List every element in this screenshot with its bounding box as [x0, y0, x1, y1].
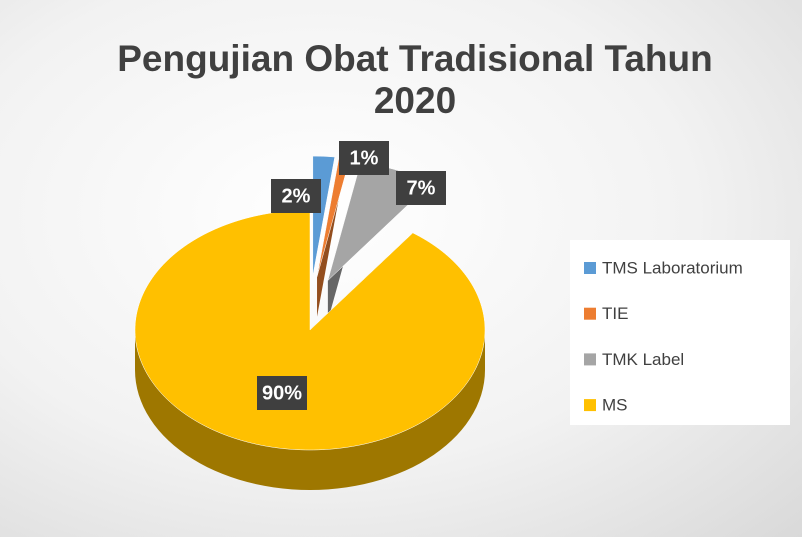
legend-label: MS	[602, 396, 628, 415]
data-label: 2%	[282, 185, 311, 207]
chart-title: Pengujian Obat Tradisional Tahun 2020	[117, 38, 713, 121]
legend-box	[570, 240, 790, 425]
legend-swatch	[584, 353, 596, 366]
data-label-box	[257, 376, 307, 410]
legend-swatch	[584, 307, 596, 320]
data-label-box	[339, 141, 389, 175]
data-label: 1%	[350, 147, 379, 169]
slice	[134, 209, 486, 451]
slice-side	[135, 330, 485, 490]
data-label-box	[271, 179, 321, 213]
data-label-box	[396, 171, 446, 205]
legend-swatch	[584, 262, 596, 274]
legend-label: TMK Label	[602, 350, 684, 369]
legend-label: TMS Laboratorium	[602, 258, 743, 277]
legend-label: TIE	[602, 304, 628, 323]
data-label: 7%	[407, 177, 436, 199]
legend-swatch	[584, 399, 596, 412]
data-label: 90%	[262, 382, 302, 404]
